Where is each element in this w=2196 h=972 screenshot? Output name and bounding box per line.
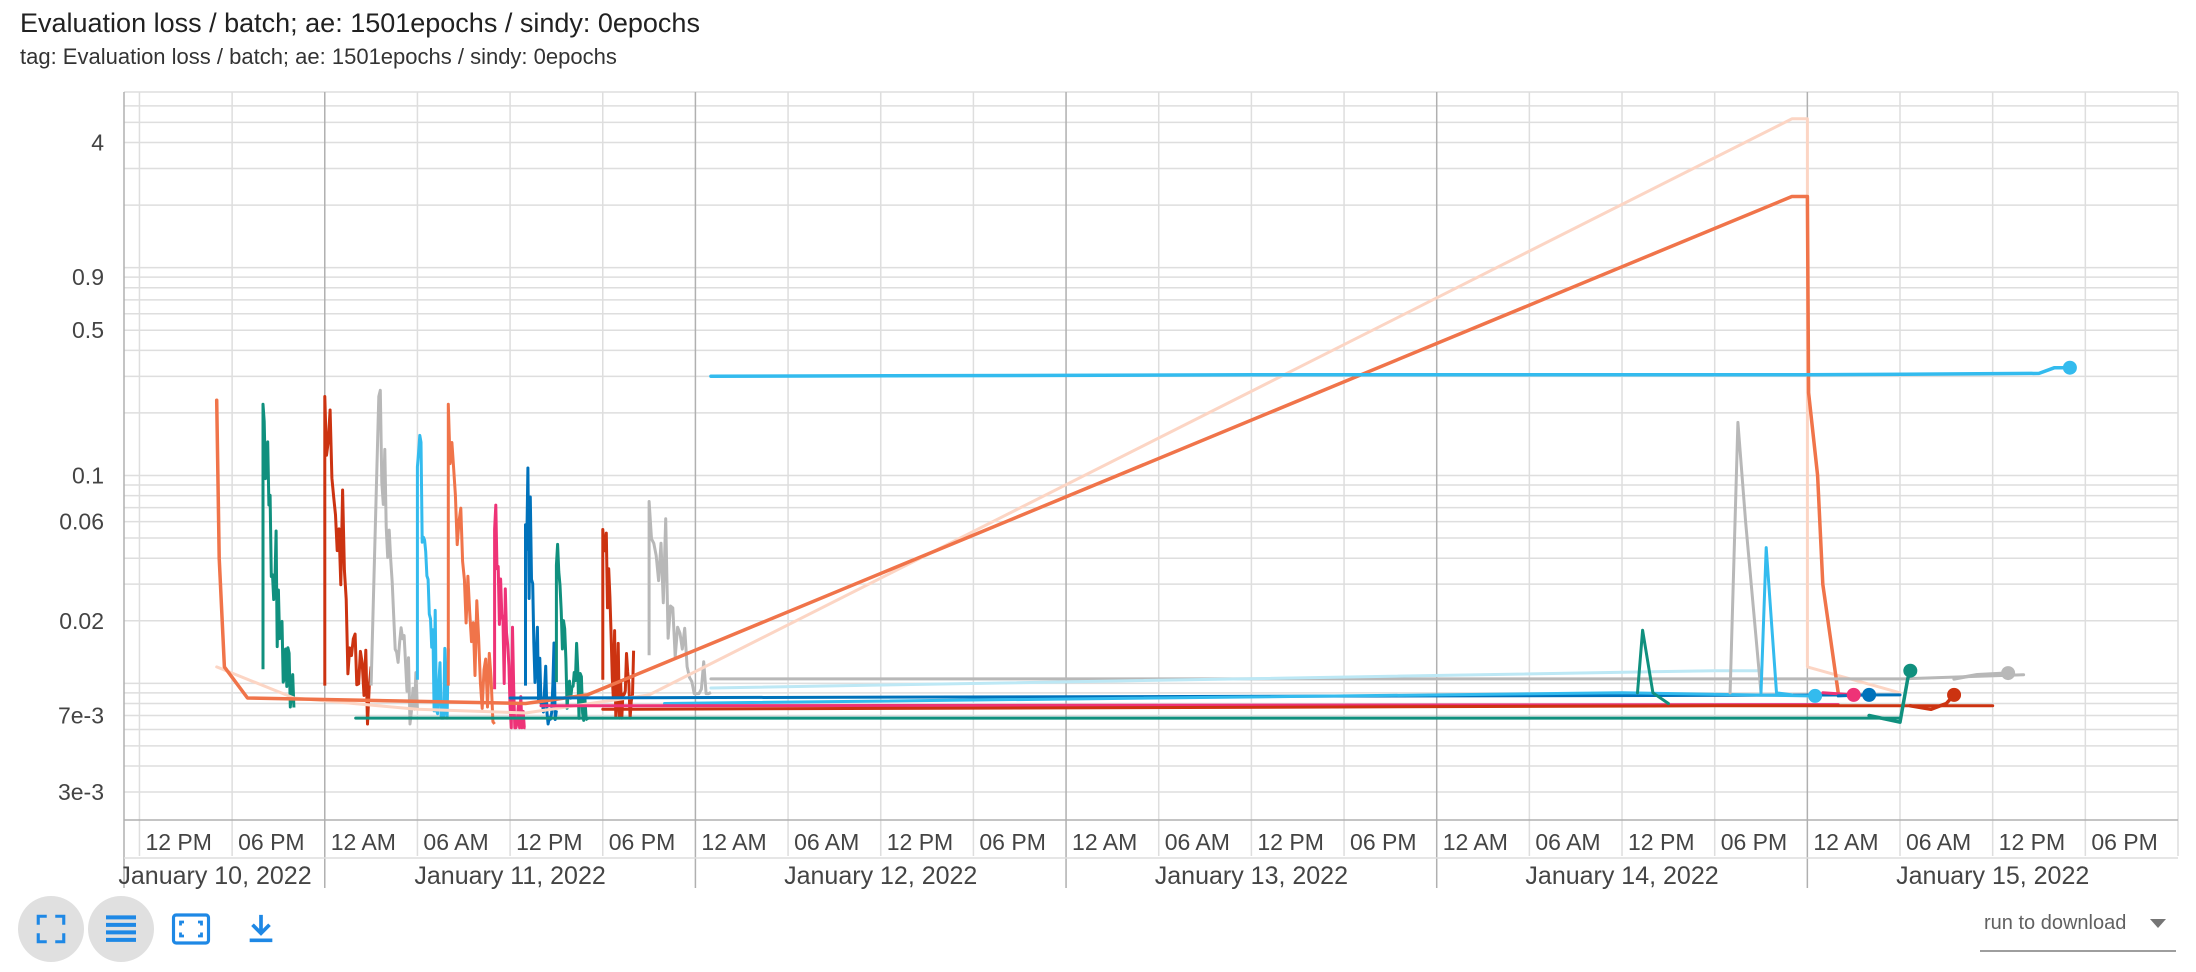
- chart-title: Evaluation loss / batch; ae: 1501epochs …: [20, 8, 700, 38]
- x-tick-label: 12 PM: [516, 829, 582, 855]
- x-date-label: January 10, 2022: [118, 862, 311, 890]
- series-spike: [446, 402, 496, 725]
- fit-domain-button[interactable]: [18, 896, 84, 962]
- x-date-label: January 13, 2022: [1155, 862, 1348, 890]
- x-tick-label: 06 PM: [1350, 829, 1416, 855]
- download-icon: [249, 914, 273, 943]
- series-spike: [369, 388, 419, 726]
- series-endpoint: [2062, 360, 2077, 375]
- x-tick-label: 06 PM: [609, 829, 675, 855]
- x-tick-label: 12 AM: [1443, 829, 1508, 855]
- series-spike: [415, 433, 450, 720]
- chart-toolbar: [18, 894, 294, 964]
- series-line: [215, 117, 1902, 715]
- x-tick-label: 12 PM: [145, 829, 211, 855]
- x-date-label: January 14, 2022: [1525, 862, 1718, 890]
- x-date-label: January 11, 2022: [414, 862, 605, 890]
- x-date-label: January 15, 2022: [1896, 862, 2089, 890]
- toggle-log-scale-button[interactable]: [88, 896, 154, 962]
- x-tick-label: 06 PM: [2091, 829, 2157, 855]
- y-tick-label: 7e-3: [58, 703, 104, 729]
- chevron-down-icon: [2150, 919, 2166, 928]
- x-tick-label: 06 AM: [794, 829, 859, 855]
- x-tick-label: 12 AM: [1072, 829, 1137, 855]
- series-spike: [524, 466, 558, 726]
- x-tick-label: 06 AM: [1535, 829, 1600, 855]
- x-tick-label: 12 PM: [1257, 829, 1323, 855]
- series-endpoint: [1846, 687, 1861, 702]
- x-tick-label: 12 AM: [701, 829, 766, 855]
- series-endpoint: [2001, 666, 2016, 681]
- y-tick-label: 3e-3: [58, 779, 104, 805]
- series-line: [1636, 628, 1670, 705]
- x-tick-label: 12 PM: [1999, 829, 2065, 855]
- series-line: [601, 704, 1995, 711]
- y-tick-label: 0.02: [59, 608, 104, 634]
- fullscreen-icon: [36, 914, 66, 944]
- y-tick-label: 0.06: [59, 509, 104, 535]
- series-spike: [647, 500, 712, 696]
- series-line: [1952, 671, 2010, 681]
- x-tick-label: 06 AM: [423, 829, 488, 855]
- x-date-label: January 12, 2022: [784, 862, 977, 890]
- x-tick-label: 06 PM: [1721, 829, 1787, 855]
- x-tick-label: 12 AM: [331, 829, 396, 855]
- x-tick-label: 12 PM: [1628, 829, 1694, 855]
- x-tick-label: 06 PM: [238, 829, 304, 855]
- y-tick-label: 0.1: [72, 462, 104, 488]
- y-tick-label: 0.5: [72, 317, 104, 343]
- x-tick-label: 06 AM: [1165, 829, 1230, 855]
- series-endpoint: [1947, 687, 1962, 702]
- series-endpoint: [1808, 688, 1823, 703]
- y-tick-label: 4: [91, 130, 104, 156]
- series-line: [709, 365, 2072, 379]
- run-select-label: run to download: [1984, 912, 2127, 934]
- series-line: [214, 194, 1840, 706]
- fit-screen-icon: [171, 913, 211, 945]
- download-button[interactable]: [228, 896, 294, 962]
- series-spike: [323, 395, 373, 726]
- series-endpoint: [1903, 663, 1918, 678]
- series-line: [709, 669, 1763, 690]
- line-chart[interactable]: 12 PM 06 PM 12 AM 06 AM 12 PM 06 PM 12 AM 06 AM…: [0, 0, 2196, 900]
- x-tick-label: 06 PM: [979, 829, 1045, 855]
- x-tick-label: 06 AM: [1906, 829, 1971, 855]
- fit-to-data-button[interactable]: [158, 896, 224, 962]
- list-icon: [106, 915, 136, 942]
- series-line: [663, 691, 1809, 705]
- run-download-select[interactable]: run to download: [1980, 906, 2176, 952]
- series-line: [1759, 546, 1794, 697]
- series-spike: [261, 402, 296, 709]
- x-tick-label: 12 AM: [1813, 829, 1878, 855]
- x-tick-label: 12 PM: [887, 829, 953, 855]
- series-line: [1728, 420, 1763, 695]
- series-endpoint: [1862, 687, 1877, 702]
- y-tick-label: 0.9: [72, 264, 104, 290]
- chart-tag: tag: Evaluation loss / batch; ae: 1501ep…: [20, 44, 617, 69]
